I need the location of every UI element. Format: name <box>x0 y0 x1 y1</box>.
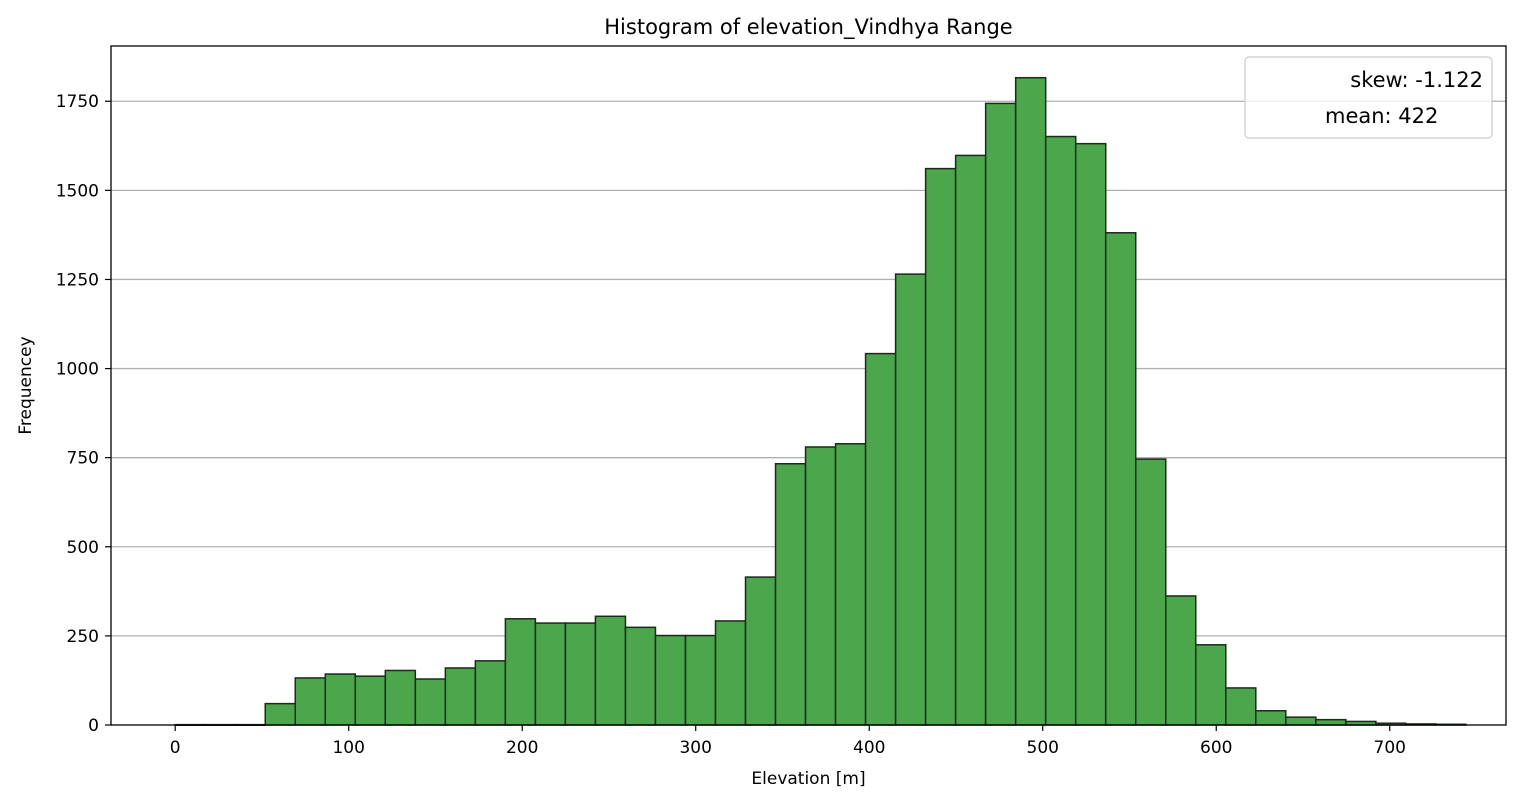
plot-frame <box>110 45 1507 726</box>
legend: skew: -1.122 mean: 422 <box>1244 56 1493 139</box>
histogram-bar <box>1255 709 1287 726</box>
histogram-bar <box>894 273 927 726</box>
histogram-bar <box>834 443 867 726</box>
x-tick-label: 100 <box>332 738 364 758</box>
x-tick-label: 600 <box>1200 738 1232 758</box>
x-tick-label: 300 <box>679 738 711 758</box>
histogram-bar <box>1134 458 1167 726</box>
chart-title: Histogram of elevation_Vindhya Range <box>604 15 1012 40</box>
y-tick-label: 750 <box>67 449 99 469</box>
histogram-bar <box>654 634 687 726</box>
x-tick-label: 500 <box>1027 738 1059 758</box>
histogram-bar <box>564 622 597 726</box>
histogram-bar <box>534 622 567 726</box>
histogram-bar <box>594 615 627 726</box>
histogram-bar <box>1044 135 1077 726</box>
histogram-bar <box>444 667 477 726</box>
histogram-bar <box>1165 595 1197 726</box>
y-axis: 0 250 500 750 1000 1250 1500 1750 <box>56 92 111 736</box>
y-tick-label: 1750 <box>56 92 99 112</box>
histogram-bar <box>264 702 297 726</box>
histogram-bar <box>1225 687 1257 726</box>
histogram-bar <box>714 620 747 726</box>
histogram-bar <box>624 626 657 726</box>
histogram-bar <box>474 660 507 726</box>
histogram-bar <box>684 634 717 726</box>
histogram-bar <box>354 675 387 726</box>
histogram-bar <box>1074 142 1107 726</box>
histogram-bar <box>804 446 837 726</box>
x-tick-label: 700 <box>1374 738 1406 758</box>
histogram-bar <box>774 462 807 726</box>
histogram-bar <box>864 352 897 726</box>
legend-entry-mean: mean: 422 <box>1325 104 1438 128</box>
x-axis-label: Elevation [m] <box>751 769 865 789</box>
histogram-bar <box>384 669 417 726</box>
x-axis: 0 100 200 300 400 500 600 700 <box>170 725 1406 758</box>
x-tick-label: 200 <box>506 738 538 758</box>
y-tick-label: 1250 <box>56 270 99 290</box>
histogram-bar <box>1104 232 1137 726</box>
x-tick-label: 0 <box>170 738 181 758</box>
histogram-bar <box>984 102 1017 726</box>
legend-entry-skew: skew: -1.122 <box>1350 68 1483 92</box>
histogram-bar <box>324 673 357 726</box>
x-tick-label: 400 <box>853 738 885 758</box>
y-tick-label: 1500 <box>56 181 99 201</box>
legend-box <box>1244 56 1493 139</box>
histogram-bar <box>1315 718 1347 726</box>
y-axis-label: Frequencey <box>16 336 36 434</box>
y-tick-label: 250 <box>67 627 99 647</box>
histogram-bar <box>504 618 537 726</box>
histogram-bar <box>294 677 327 726</box>
histogram-bar <box>1014 76 1047 726</box>
y-tick-label: 0 <box>88 716 99 736</box>
y-tick-label: 1000 <box>56 360 99 380</box>
y-tick-label: 500 <box>67 538 99 558</box>
histogram-bar <box>1285 716 1317 726</box>
histogram-bar <box>924 167 957 726</box>
histogram-bar <box>1195 644 1227 726</box>
histogram-bar <box>954 154 987 726</box>
histogram-bars <box>174 76 1467 726</box>
histogram-bar <box>744 576 777 726</box>
histogram-bar <box>414 678 447 726</box>
